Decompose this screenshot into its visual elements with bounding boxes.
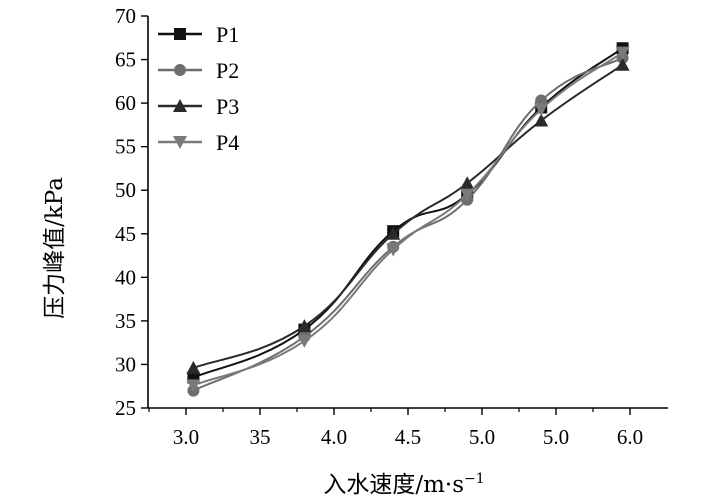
data-point-P4 — [386, 243, 401, 257]
x-tick-label: 4.5 — [395, 425, 421, 449]
legend: P1 P2 P3 P4 — [158, 22, 239, 155]
data-point-P3 — [460, 176, 475, 190]
y-tick-label: 40 — [115, 265, 136, 289]
y-tick-label: 60 — [115, 91, 136, 115]
series-line-P1 — [193, 47, 624, 379]
y-tick-label: 50 — [115, 178, 136, 202]
series-P2 — [187, 51, 629, 397]
x-tick-label: 5.0 — [469, 425, 495, 449]
series-line-P4 — [193, 51, 624, 387]
legend-marker — [173, 136, 187, 149]
y-axis-ticks: 25 30 35 40 45 50 55 60 65 70 — [115, 4, 148, 420]
legend-item-P3: P3 — [158, 94, 239, 119]
x-tick-label: 6.0 — [617, 425, 643, 449]
data-point-P3 — [386, 226, 401, 240]
data-point-P3 — [186, 360, 201, 374]
series-P3 — [186, 57, 630, 374]
y-tick-label: 35 — [115, 309, 136, 333]
y-tick-label: 25 — [115, 396, 136, 420]
y-axis-title: 压力峰值/kPa — [42, 177, 68, 319]
data-point-P4 — [534, 103, 549, 117]
x-tick-label: 35 — [250, 425, 271, 449]
data-point-P3 — [615, 57, 630, 71]
legend-item-P4: P4 — [158, 130, 239, 155]
series-layer — [186, 42, 630, 397]
series-line-P3 — [193, 63, 624, 369]
legend-marker — [174, 64, 186, 76]
y-tick-label: 45 — [115, 222, 136, 246]
legend-label: P4 — [216, 130, 239, 155]
legend-item-P2: P2 — [158, 58, 239, 83]
legend-label: P2 — [216, 58, 239, 83]
data-point-P3 — [534, 113, 549, 127]
data-point-P3 — [297, 319, 312, 333]
x-tick-label: 4.0 — [321, 425, 347, 449]
x-axis-ticks: 3.0 35 4.0 4.5 5.0 5.0 6.0 — [148, 408, 643, 449]
legend-label: P3 — [216, 94, 239, 119]
x-axis-title-sup: −1 — [464, 471, 485, 487]
x-axis-title-main: 入水速度/m·s — [323, 472, 464, 498]
data-point-P4 — [460, 188, 475, 202]
data-point-P4 — [297, 334, 312, 348]
series-P4 — [186, 46, 630, 393]
y-tick-label: 65 — [115, 48, 136, 72]
x-tick-label: 3.0 — [173, 425, 199, 449]
legend-marker — [173, 99, 187, 112]
legend-marker — [174, 28, 186, 40]
y-tick-label: 70 — [115, 4, 136, 28]
legend-item-P1: P1 — [158, 22, 239, 47]
y-tick-label: 55 — [115, 135, 136, 159]
y-tick-label: 30 — [115, 352, 136, 376]
series-P1 — [187, 42, 629, 384]
x-axis-title: 入水速度/m·s−1 — [323, 471, 484, 498]
legend-label: P1 — [216, 22, 239, 47]
data-point-P4 — [615, 46, 630, 60]
x-tick-label: 5.0 — [543, 425, 569, 449]
data-point-P4 — [186, 379, 201, 393]
